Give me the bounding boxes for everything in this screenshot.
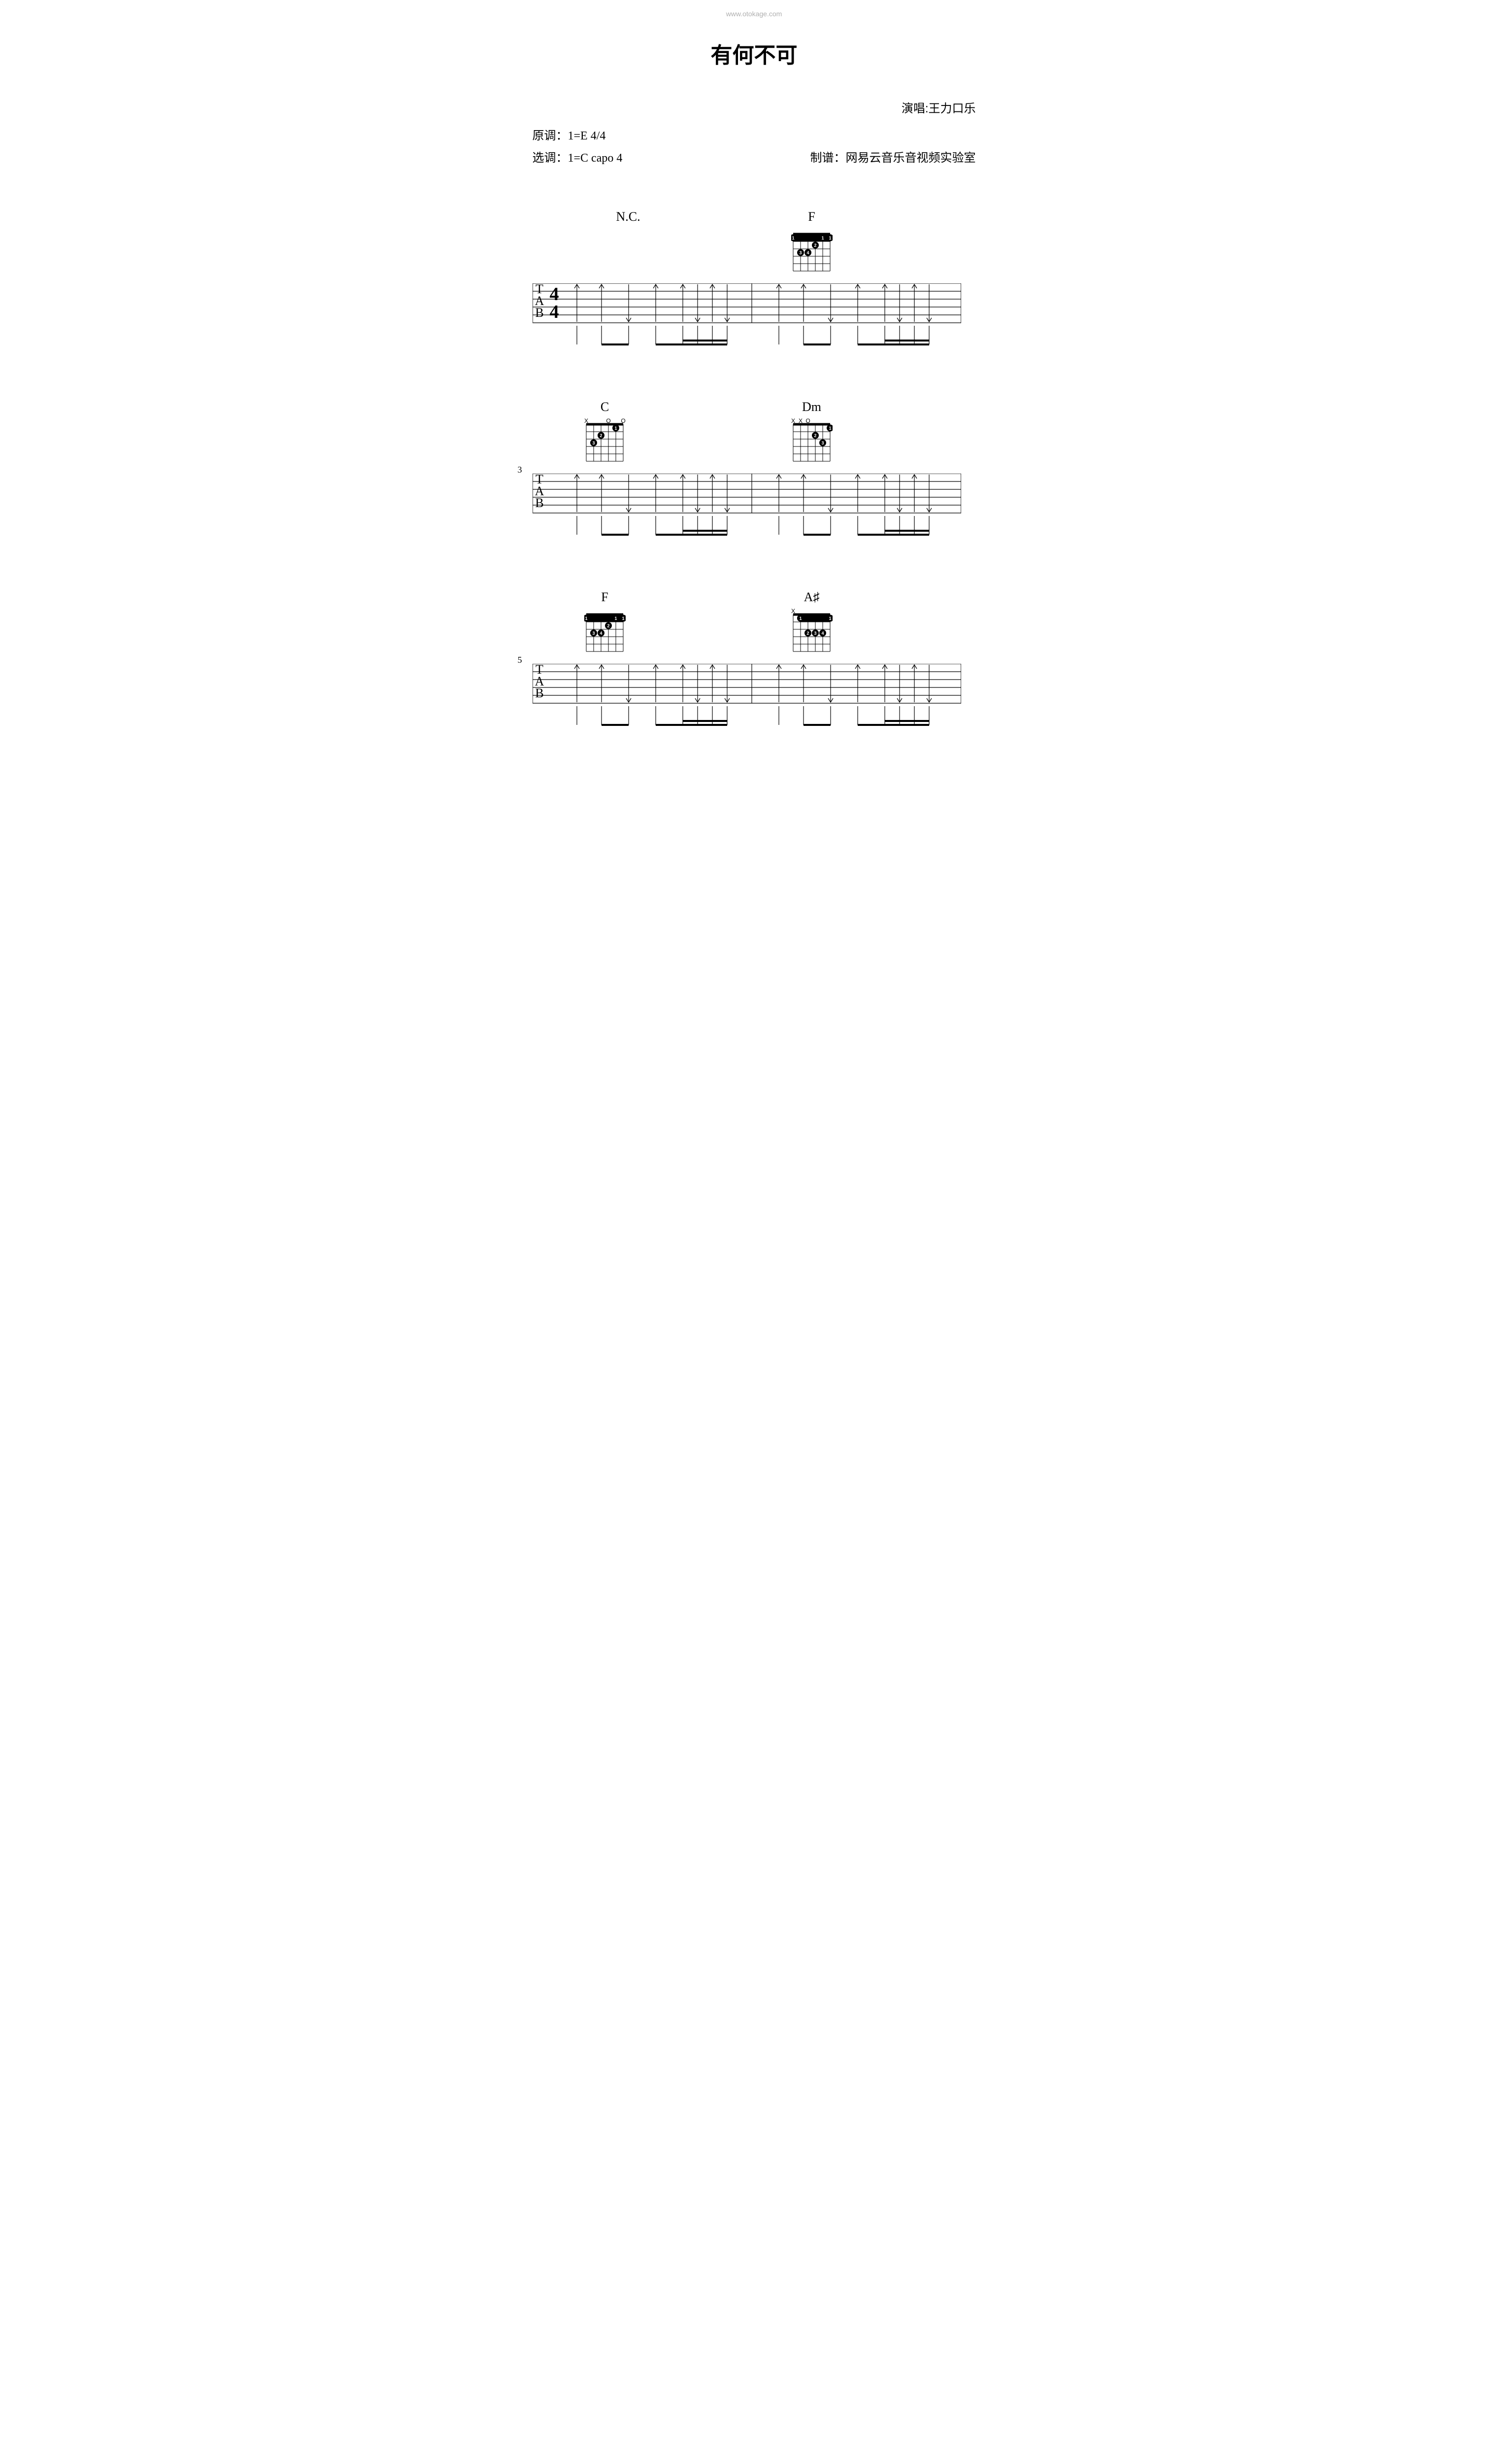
svg-text:2: 2 xyxy=(806,631,809,636)
svg-text:X: X xyxy=(584,418,588,424)
chord-name: F xyxy=(791,209,833,224)
svg-text:1: 1 xyxy=(829,426,831,431)
key-info-row-2: 选调：1=C capo 4 制谱：网易云音乐音视频实验室 xyxy=(533,148,976,165)
svg-text:2: 2 xyxy=(814,243,816,248)
svg-text:4: 4 xyxy=(549,302,559,322)
rhythm-row xyxy=(533,326,976,355)
svg-text:3: 3 xyxy=(799,250,802,255)
chord-diagram: 1 1 1 2 34 xyxy=(791,228,833,275)
tab-system: N.C.F111234TAB44 xyxy=(533,209,976,355)
chord-name: N.C. xyxy=(616,209,640,224)
svg-text:3: 3 xyxy=(814,631,816,636)
chord-row: F111234A♯X11234 xyxy=(533,590,976,659)
rhythm-beams xyxy=(533,326,961,350)
tab-staff: TAB xyxy=(533,474,961,514)
svg-text:O: O xyxy=(621,418,625,424)
chord-block: A♯X11234 xyxy=(791,590,833,658)
svg-text:O: O xyxy=(805,418,810,424)
tab-staff: TAB xyxy=(533,664,961,704)
svg-text:4: 4 xyxy=(806,250,809,255)
svg-text:X: X xyxy=(791,418,795,424)
svg-text:1: 1 xyxy=(799,616,802,621)
chord-block: F 1 1 1 2 34 xyxy=(791,209,833,278)
tab-system: F111234A♯X112345TAB xyxy=(533,590,976,736)
svg-text:3: 3 xyxy=(592,631,595,636)
svg-text:1: 1 xyxy=(614,616,617,621)
svg-text:1: 1 xyxy=(792,236,794,240)
svg-text:2: 2 xyxy=(814,433,816,438)
chord-block: F111234 xyxy=(584,590,626,658)
chord-diagram: X11234 xyxy=(791,609,833,656)
transcriber-label: 制谱：网易云音乐音视频实验室 xyxy=(810,148,976,165)
svg-text:B: B xyxy=(535,686,543,700)
svg-text:2: 2 xyxy=(600,433,602,438)
rhythm-beams xyxy=(533,516,961,541)
svg-text:B: B xyxy=(535,496,543,510)
watermark-text: www.otokage.com xyxy=(533,10,976,18)
original-key-label: 原调：1=E 4/4 xyxy=(533,126,606,143)
svg-text:O: O xyxy=(606,418,610,424)
chord-block: N.C. xyxy=(616,209,640,228)
svg-text:X: X xyxy=(798,418,802,424)
svg-text:1: 1 xyxy=(829,616,831,621)
chord-name: F xyxy=(584,590,626,605)
tab-systems-container: N.C.F111234TAB44CXOO123DmXXO1233TABF1112… xyxy=(533,209,976,736)
tab-staff-row: TAB44 xyxy=(533,283,976,324)
chord-diagram: XXO123 xyxy=(791,418,833,466)
song-title: 有何不可 xyxy=(533,37,976,69)
svg-text:1: 1 xyxy=(821,236,824,240)
chord-name: A♯ xyxy=(791,590,833,605)
chord-name: Dm xyxy=(791,400,833,414)
chord-block: DmXXO123 xyxy=(791,400,833,468)
tab-staff: TAB44 xyxy=(533,283,961,324)
svg-text:1: 1 xyxy=(614,426,617,431)
play-key-label: 选调：1=C capo 4 xyxy=(533,148,623,165)
svg-text:4: 4 xyxy=(600,631,602,636)
svg-text:4: 4 xyxy=(821,631,824,636)
rhythm-row xyxy=(533,516,976,546)
svg-text:3: 3 xyxy=(592,441,595,445)
chord-name: C xyxy=(584,400,626,414)
tab-system: CXOO123DmXXO1233TAB xyxy=(533,400,976,546)
rhythm-beams xyxy=(533,706,961,731)
chord-block: CX O O1 2 3 xyxy=(584,400,626,468)
svg-text:B: B xyxy=(535,306,543,320)
svg-text:1: 1 xyxy=(622,616,624,621)
chord-row: N.C. F 1 1 1 2 34 xyxy=(533,209,976,278)
singer-label: 演唱:王力口乐 xyxy=(902,99,976,116)
chord-row: CXOO123DmXXO123 xyxy=(533,400,976,469)
svg-text:X: X xyxy=(791,609,795,615)
tab-staff-row: 5TAB xyxy=(533,664,976,704)
bar-number: 3 xyxy=(518,465,522,475)
chord-diagram: X O O1 2 3 xyxy=(584,418,626,466)
svg-text:3: 3 xyxy=(821,441,824,445)
chord-diagram: 111234 xyxy=(584,609,626,656)
svg-text:1: 1 xyxy=(585,616,587,621)
svg-text:1: 1 xyxy=(829,236,831,240)
bar-number: 5 xyxy=(518,655,522,665)
singer-row: 演唱:王力口乐 xyxy=(533,99,976,116)
svg-text:2: 2 xyxy=(607,623,609,628)
rhythm-row xyxy=(533,706,976,736)
key-info-row-1: 原调：1=E 4/4 xyxy=(533,126,976,143)
tab-staff-row: 3TAB xyxy=(533,474,976,514)
